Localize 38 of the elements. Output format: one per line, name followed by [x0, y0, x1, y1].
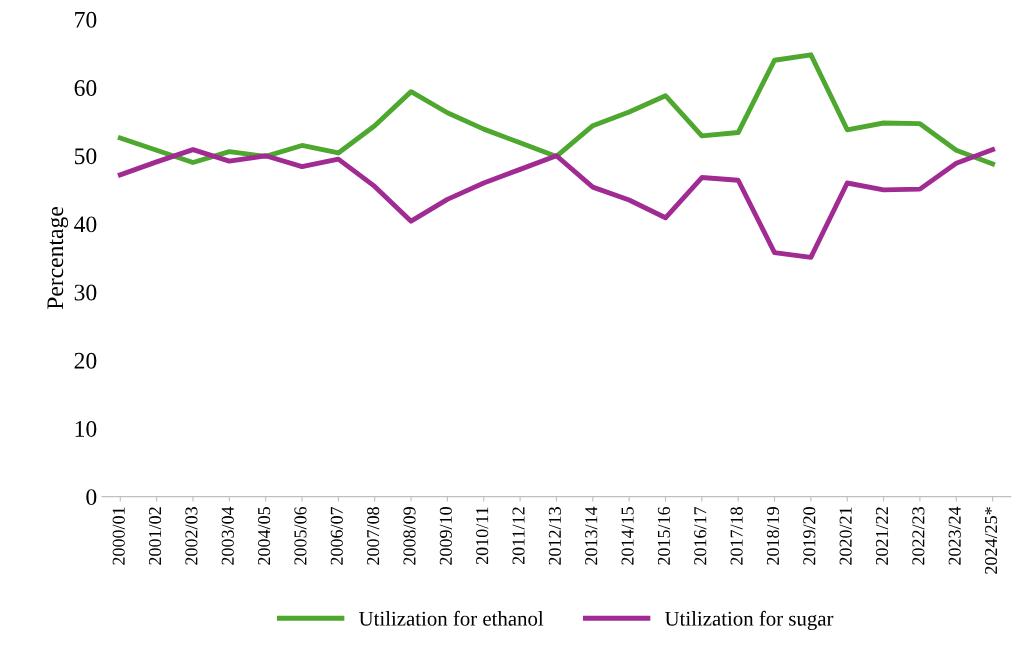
y-tick-label: 0 — [86, 489, 97, 506]
x-tick-label: 2016/17 — [694, 506, 707, 565]
x-tick-label: 2009/10 — [439, 507, 452, 565]
x-tick-label: 2022/23 — [912, 507, 925, 565]
x-tick-label: 2011/12 — [512, 507, 525, 565]
x-tick-label: 2010/11 — [476, 507, 489, 565]
y-tick-label: 40 — [74, 216, 97, 233]
x-tick-label: 2015/16 — [657, 506, 671, 565]
line-series — [117, 52, 996, 167]
y-tick-label: 60 — [74, 80, 97, 96]
x-tick-label: 2021/22 — [875, 507, 889, 565]
legend-label: Utilization for ethanol — [359, 610, 544, 626]
x-tick-label: 2007/08 — [367, 507, 380, 565]
x-tick-label: 2004/05 — [258, 507, 271, 565]
x-tick-label: 2017/18 — [730, 507, 743, 565]
x-tick-label: 2019/20 — [803, 507, 816, 565]
x-tick-label: 2023/24 — [948, 506, 961, 565]
x-tick-label: 2013/14 — [585, 506, 598, 565]
x-tick-label: 2006/07 — [330, 506, 343, 565]
x-tick-label: 2008/09 — [403, 507, 416, 565]
x-tick-label: 2024/25* — [984, 507, 998, 574]
x-tick-label: 2001/02 — [148, 507, 162, 565]
x-tick-label: 2000/01 — [112, 507, 125, 565]
y-tick-label: 10 — [75, 420, 97, 437]
line-series — [117, 147, 996, 260]
y-tick-label: 70 — [75, 11, 97, 28]
x-tick-label: 2014/15 — [621, 507, 634, 565]
x-tick-label: 2018/19 — [766, 507, 780, 565]
x-tick-label: 2005/06 — [294, 506, 307, 565]
x-tick-label: 2002/03 — [185, 507, 198, 565]
y-tick-label: 20 — [74, 352, 97, 369]
x-tick-label: 2003/04 — [221, 506, 234, 565]
y-tick-label: 30 — [74, 284, 97, 301]
x-tick-label: 2012/13 — [548, 507, 561, 565]
x-tick-label: 2020/21 — [839, 507, 852, 565]
legend-label: Utilization for sugar — [664, 610, 834, 631]
y-axis-title: Percentage — [47, 207, 69, 310]
y-tick-label: 50 — [75, 148, 97, 165]
